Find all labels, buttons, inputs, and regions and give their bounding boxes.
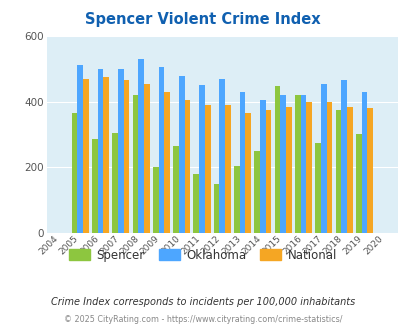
Bar	[326, 102, 332, 233]
Bar	[138, 59, 144, 233]
Bar	[118, 69, 124, 233]
Legend: Spencer, Oklahoma, National: Spencer, Oklahoma, National	[64, 244, 341, 266]
Bar	[341, 81, 346, 233]
Bar	[315, 143, 320, 233]
Bar	[274, 86, 280, 233]
Bar	[213, 183, 219, 233]
Bar	[225, 105, 230, 233]
Bar	[83, 79, 89, 233]
Bar	[306, 102, 311, 233]
Bar	[355, 135, 361, 233]
Bar	[239, 92, 245, 233]
Bar	[77, 65, 83, 233]
Text: Spencer Violent Crime Index: Spencer Violent Crime Index	[85, 12, 320, 26]
Bar	[92, 139, 98, 233]
Bar	[346, 107, 352, 233]
Bar	[144, 84, 149, 233]
Bar	[320, 84, 326, 233]
Bar	[260, 100, 265, 233]
Bar	[98, 69, 103, 233]
Bar	[361, 92, 367, 233]
Bar	[164, 92, 170, 233]
Bar	[205, 105, 210, 233]
Bar	[112, 133, 118, 233]
Bar	[254, 151, 260, 233]
Bar	[193, 174, 199, 233]
Bar	[335, 110, 341, 233]
Text: Crime Index corresponds to incidents per 100,000 inhabitants: Crime Index corresponds to incidents per…	[51, 297, 354, 307]
Bar	[103, 77, 109, 233]
Bar	[280, 95, 286, 233]
Bar	[184, 100, 190, 233]
Bar	[173, 146, 179, 233]
Bar	[124, 81, 129, 233]
Bar	[294, 95, 300, 233]
Bar	[234, 166, 239, 233]
Text: © 2025 CityRating.com - https://www.cityrating.com/crime-statistics/: © 2025 CityRating.com - https://www.city…	[64, 315, 341, 324]
Bar	[367, 108, 372, 233]
Bar	[72, 113, 77, 233]
Bar	[199, 85, 205, 233]
Bar	[286, 107, 291, 233]
Bar	[179, 76, 184, 233]
Bar	[132, 95, 138, 233]
Bar	[153, 167, 158, 233]
Bar	[265, 110, 271, 233]
Bar	[300, 95, 306, 233]
Bar	[245, 113, 251, 233]
Bar	[158, 67, 164, 233]
Bar	[219, 79, 225, 233]
